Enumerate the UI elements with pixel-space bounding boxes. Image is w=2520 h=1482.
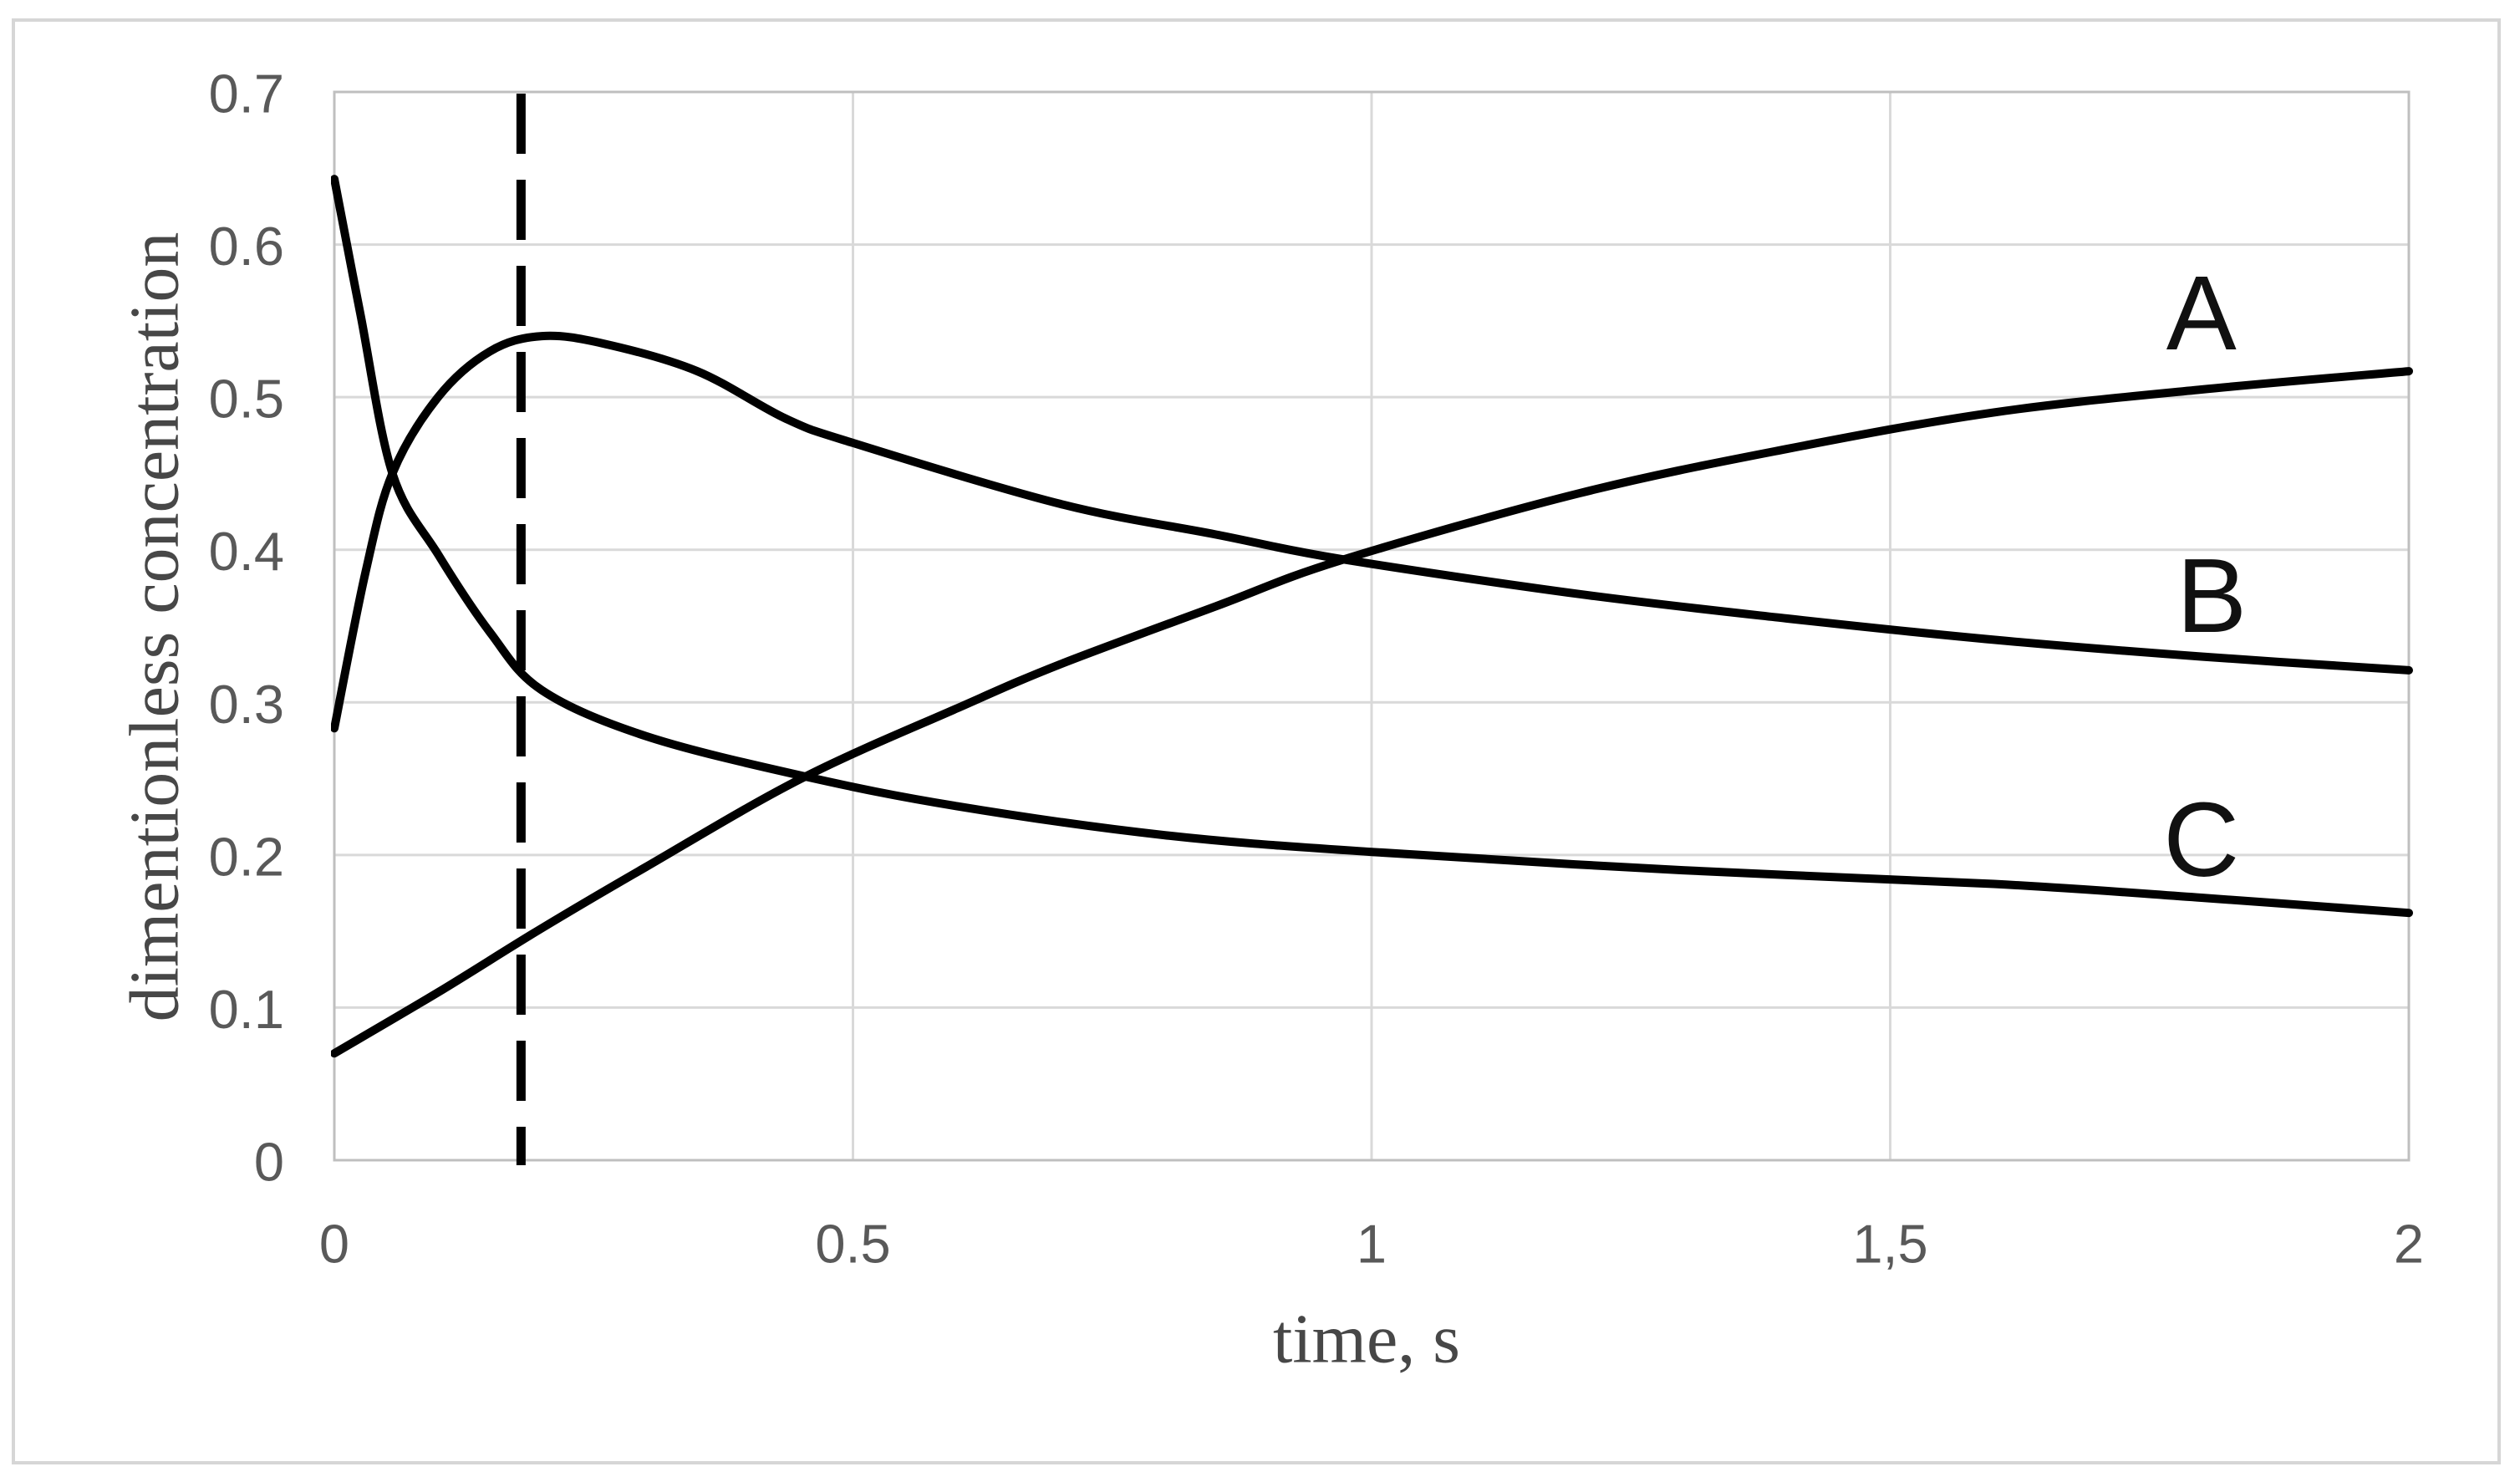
- x-axis-title: time, s: [1273, 1301, 1460, 1378]
- series-line-C: [331, 175, 2413, 918]
- y-axis-title: dimentionless concentration: [116, 232, 194, 1022]
- x-tick-label: 0: [319, 1214, 349, 1275]
- x-tick-label: 1: [1357, 1214, 1387, 1275]
- y-tick-label: 0.1: [209, 979, 284, 1040]
- series-label-B: B: [2176, 537, 2247, 654]
- gridlines: [334, 92, 2409, 1160]
- x-tick-labels: 0 0.5 1 1,5 2: [319, 1214, 2424, 1275]
- y-tick-labels: 0 0.1 0.2 0.3 0.4 0.5 0.6 0.7: [209, 64, 284, 1193]
- curves: [331, 175, 2413, 1058]
- y-tick-label: 0.3: [209, 674, 284, 735]
- series-label-C: C: [2163, 781, 2239, 899]
- y-tick-label: 0.6: [209, 216, 284, 277]
- series-line-B: [331, 331, 2413, 733]
- series-label-A: A: [2166, 254, 2237, 372]
- figure-border: [12, 18, 2501, 1464]
- y-tick-label: 0.2: [209, 826, 284, 887]
- y-tick-label: 0.4: [209, 521, 284, 582]
- x-tick-label: 0.5: [815, 1214, 890, 1275]
- series-labels: A B C: [2163, 254, 2247, 899]
- plot-area-border: [333, 90, 2411, 1162]
- series-line-A: [331, 367, 2413, 1058]
- y-tick-label: 0: [254, 1132, 284, 1193]
- y-tick-label: 0.7: [209, 64, 284, 125]
- x-tick-label: 1,5: [1852, 1214, 1927, 1275]
- x-tick-label: 2: [2394, 1214, 2424, 1275]
- y-tick-label: 0.5: [209, 369, 284, 430]
